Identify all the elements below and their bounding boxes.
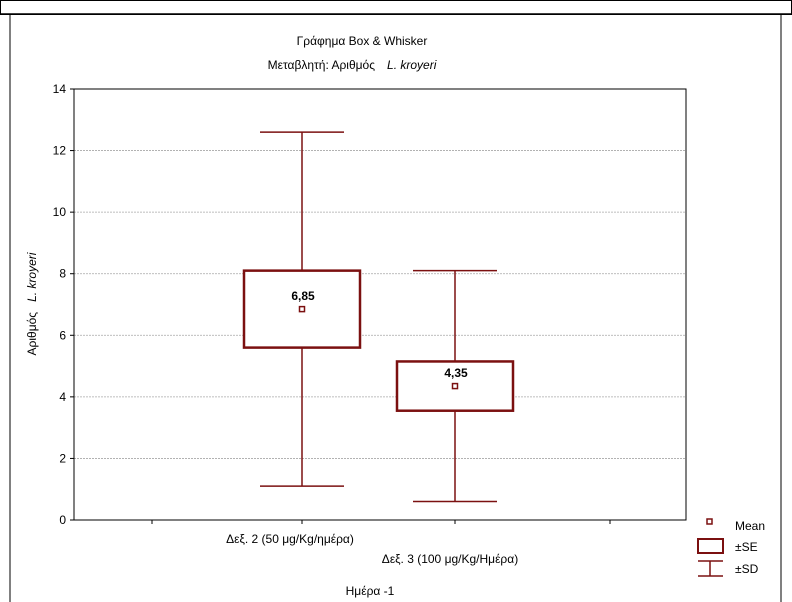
- legend-se-label: ±SE: [735, 540, 758, 554]
- legend-mean-marker: [706, 518, 713, 525]
- window-top-strip: [0, 0, 792, 15]
- y-tick-label-0: 0: [59, 513, 66, 527]
- ylabel-prefix: Αριθμός: [25, 312, 39, 356]
- legend-sd-label: ±SD: [735, 562, 759, 576]
- y-axis-ticks: 0 2 4 6 8 10 12 14: [53, 82, 74, 527]
- mean-label-1: 6,85: [291, 289, 315, 303]
- y-tick-label-6: 12: [53, 144, 67, 158]
- subtitle-italic: L. kroyeri: [387, 58, 437, 72]
- y-tick-label-3: 6: [59, 328, 66, 342]
- x-axis-ticks: [151, 520, 611, 524]
- chart-subtitle: Μεταβλητή: Αριθμός L. kroyeri: [268, 58, 437, 72]
- mean-marker-2: [451, 382, 459, 390]
- legend-se-box: [697, 538, 724, 554]
- chart-title: Γράφημα Box & Whisker: [297, 34, 428, 48]
- box-group-1: 6,85: [242, 131, 362, 487]
- category-label-1: Δεξ. 2 (50 μg/Kg/ημέρα): [226, 532, 354, 546]
- subtitle-prefix: Μεταβλητή: Αριθμός: [268, 58, 376, 72]
- y-tick-label-5: 10: [53, 205, 67, 219]
- ylabel-italic: L. kroyeri: [25, 252, 39, 302]
- y-tick-label-7: 14: [53, 82, 67, 96]
- y-tick-label-1: 2: [59, 451, 66, 465]
- y-tick-label-2: 4: [59, 390, 66, 404]
- y-tick-label-4: 8: [59, 267, 66, 281]
- legend: Mean ±SE ±SD: [697, 518, 765, 577]
- plot-area: [73, 88, 687, 521]
- legend-mean-label: Mean: [735, 519, 765, 533]
- gridlines: [74, 150, 686, 459]
- category-label-2: Δεξ. 3 (100 μg/Kg/Ημέρα): [382, 552, 518, 566]
- mean-label-2: 4,35: [444, 366, 468, 380]
- x-axis-label: Ημέρα -1: [346, 584, 395, 598]
- legend-sd-whisker: [698, 560, 723, 577]
- box-group-2: 4,35: [395, 269, 515, 503]
- y-axis-label: Αριθμός L. kroyeri: [25, 252, 39, 355]
- boxes: 6,85 4,35: [242, 131, 515, 503]
- mean-marker-1: [298, 305, 306, 313]
